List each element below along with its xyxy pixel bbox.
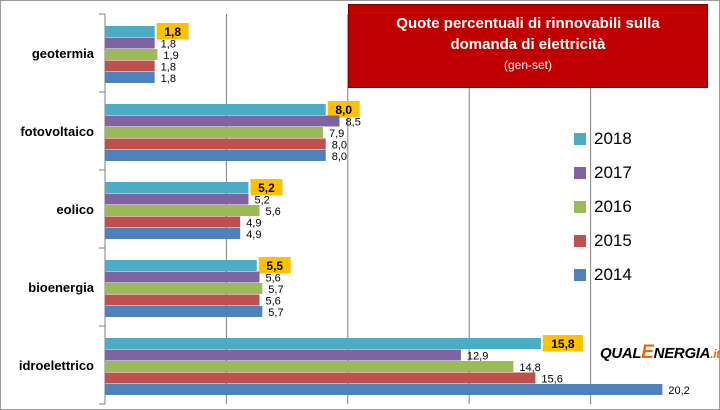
legend-swatch-2015 bbox=[574, 235, 586, 247]
chart-subtitle: (gen-set) bbox=[503, 58, 553, 72]
data-label-idroelettrico-2016: 14,8 bbox=[519, 362, 540, 374]
bar-geotermia-2014 bbox=[105, 72, 155, 83]
legend-swatch-2014 bbox=[574, 269, 586, 281]
legend-swatch-2016 bbox=[574, 201, 586, 213]
data-label-fotovoltaico-2017: 8,5 bbox=[346, 117, 361, 129]
bar-idroelettrico-2015 bbox=[105, 372, 536, 384]
legend-label-2018: 2018 bbox=[594, 129, 632, 148]
data-label-box-fotovoltaico-2018 bbox=[327, 101, 360, 118]
bar-eolico-2016 bbox=[105, 205, 260, 216]
category-label-geotermia: geotermia bbox=[32, 46, 95, 61]
data-label-bioenergia-2014: 5,7 bbox=[268, 307, 283, 319]
legend-item-2015: 2015 bbox=[574, 224, 684, 258]
category-label-idroelettrico: idroelettrico bbox=[19, 358, 94, 373]
data-label-bioenergia-2018: 5,5 bbox=[266, 259, 283, 273]
legend-label-2016: 2016 bbox=[594, 197, 632, 216]
data-label-box-geotermia-2018 bbox=[156, 23, 189, 40]
data-label-fotovoltaico-2015: 8,0 bbox=[332, 140, 347, 152]
bar-fotovoltaico-2016 bbox=[105, 127, 323, 138]
bar-geotermia-2018 bbox=[105, 26, 155, 37]
data-label-bioenergia-2015: 5,6 bbox=[266, 296, 281, 308]
data-label-fotovoltaico-2018: 8,0 bbox=[335, 103, 352, 117]
chart-title-box: Quote percentuali di rinnovabili sulla d… bbox=[348, 4, 708, 88]
bar-fotovoltaico-2014 bbox=[105, 150, 326, 161]
logo-part-qual: QUAL bbox=[600, 345, 642, 362]
legend-item-2018: 2018 bbox=[574, 122, 684, 156]
data-label-eolico-2015: 4,9 bbox=[246, 218, 261, 230]
data-label-fotovoltaico-2014: 8,0 bbox=[332, 151, 347, 163]
legend-swatch-2017 bbox=[574, 167, 586, 179]
brand-logo: QUALENERGIA.it bbox=[600, 342, 720, 364]
data-label-geotermia-2017: 1,8 bbox=[161, 39, 176, 51]
bar-eolico-2015 bbox=[105, 216, 241, 228]
data-label-bioenergia-2016: 5,7 bbox=[268, 284, 283, 296]
data-label-eolico-2017: 5,2 bbox=[254, 195, 269, 207]
bar-bioenergia-2015 bbox=[105, 294, 260, 306]
legend-label-2014: 2014 bbox=[594, 265, 632, 284]
data-label-idroelettrico-2018: 15,8 bbox=[551, 337, 575, 351]
category-label-bioenergia: bioenergia bbox=[28, 280, 95, 295]
legend-label-2017: 2017 bbox=[594, 163, 632, 182]
bar-idroelettrico-2014 bbox=[105, 384, 663, 395]
legend-swatch-2018 bbox=[574, 133, 586, 145]
bar-eolico-2017 bbox=[105, 193, 249, 205]
category-label-fotovoltaico: fotovoltaico bbox=[20, 124, 94, 139]
bar-idroelettrico-2017 bbox=[105, 349, 461, 361]
bar-bioenergia-2014 bbox=[105, 306, 263, 317]
data-label-geotermia-2014: 1,8 bbox=[161, 73, 176, 85]
data-label-eolico-2016: 5,6 bbox=[266, 206, 281, 218]
logo-part-it: .it bbox=[710, 347, 720, 361]
bar-bioenergia-2016 bbox=[105, 283, 263, 294]
data-label-fotovoltaico-2016: 7,9 bbox=[329, 128, 344, 140]
bar-bioenergia-2018 bbox=[105, 260, 257, 271]
data-label-geotermia-2018: 1,8 bbox=[164, 25, 181, 39]
legend-item-2014: 2014 bbox=[574, 258, 684, 292]
bar-idroelettrico-2016 bbox=[105, 361, 514, 372]
data-label-geotermia-2016: 1,9 bbox=[163, 50, 178, 62]
data-label-box-bioenergia-2018 bbox=[258, 257, 291, 274]
legend: 2018 2017 2016 2015 2014 bbox=[574, 122, 684, 292]
data-label-eolico-2018: 5,2 bbox=[258, 181, 275, 195]
bar-idroelettrico-2018 bbox=[105, 338, 541, 349]
chart-title: Quote percentuali di rinnovabili sulla d… bbox=[396, 15, 660, 53]
data-label-box-idroelettrico-2018 bbox=[542, 335, 583, 352]
category-label-eolico: eolico bbox=[56, 202, 94, 217]
bar-eolico-2014 bbox=[105, 228, 241, 239]
data-label-idroelettrico-2017: 12,9 bbox=[467, 351, 488, 363]
data-label-box-eolico-2018 bbox=[250, 179, 283, 196]
legend-label-2015: 2015 bbox=[594, 231, 632, 250]
logo-part-e: E bbox=[641, 342, 654, 363]
data-label-idroelettrico-2014: 20,2 bbox=[668, 385, 689, 397]
legend-item-2016: 2016 bbox=[574, 190, 684, 224]
bar-eolico-2018 bbox=[105, 182, 249, 193]
bar-fotovoltaico-2015 bbox=[105, 138, 326, 150]
data-label-bioenergia-2017: 5,6 bbox=[266, 273, 281, 285]
data-label-eolico-2014: 4,9 bbox=[246, 229, 261, 241]
bar-fotovoltaico-2018 bbox=[105, 104, 326, 115]
bar-fotovoltaico-2017 bbox=[105, 115, 340, 127]
bar-geotermia-2016 bbox=[105, 49, 158, 60]
bar-bioenergia-2017 bbox=[105, 271, 260, 283]
bar-geotermia-2017 bbox=[105, 37, 155, 49]
data-label-geotermia-2015: 1,8 bbox=[161, 62, 176, 74]
data-label-idroelettrico-2015: 15,6 bbox=[541, 374, 562, 386]
legend-item-2017: 2017 bbox=[574, 156, 684, 190]
bar-geotermia-2015 bbox=[105, 60, 155, 72]
logo-part-nergia: NERGIA bbox=[653, 345, 711, 362]
